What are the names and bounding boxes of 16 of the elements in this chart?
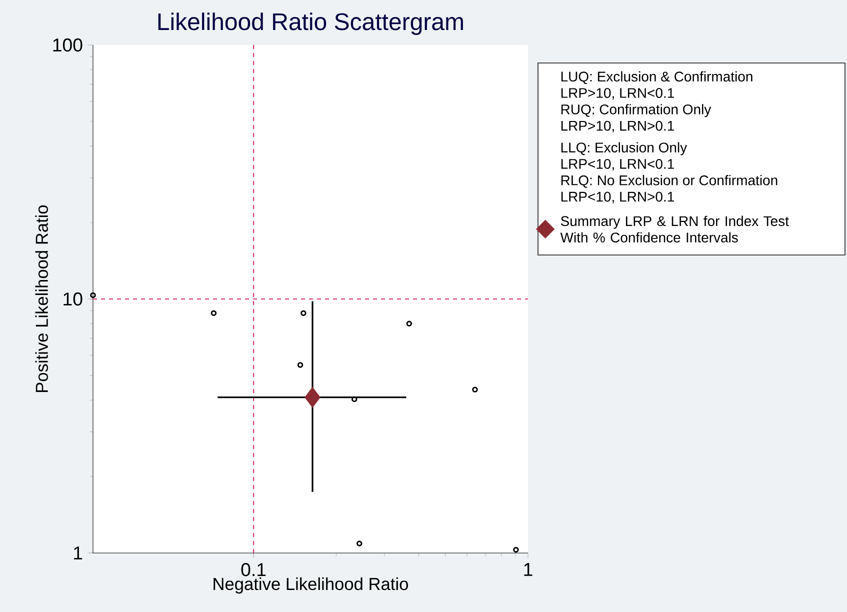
text: LRP<10, LRN<0.1 [561, 158, 674, 171]
text: LRP<10, LRN>0.1 [561, 192, 674, 204]
text: LUQ: Exclusion & Confirmation [561, 71, 752, 84]
x-tick-label: 0.1 [241, 562, 266, 576]
chart-title: Likelihood Ratio Scattergram [158, 12, 463, 35]
y-tick-label: 1 [74, 546, 82, 560]
x-axis-title: Negative Likelihood Ratio [214, 577, 408, 594]
text: RUQ: Confirmation Only [561, 104, 712, 118]
y-tick-label: 10 [64, 292, 82, 306]
y-tick-label: 100 [53, 38, 82, 52]
text: LRP>10, LRN>0.1 [561, 120, 674, 132]
text: RLQ: No Exclusion or Confirmation [561, 175, 778, 188]
text: LRP>10, LRN<0.1 [561, 88, 674, 100]
y-axis-title: Positive Likelihood Ratio [35, 205, 48, 392]
legend-label: Summary LRP & LRN for Index Test With % Confidence Intervals [560, 216, 789, 242]
text: LLQ: Exclusion Only [561, 142, 688, 156]
